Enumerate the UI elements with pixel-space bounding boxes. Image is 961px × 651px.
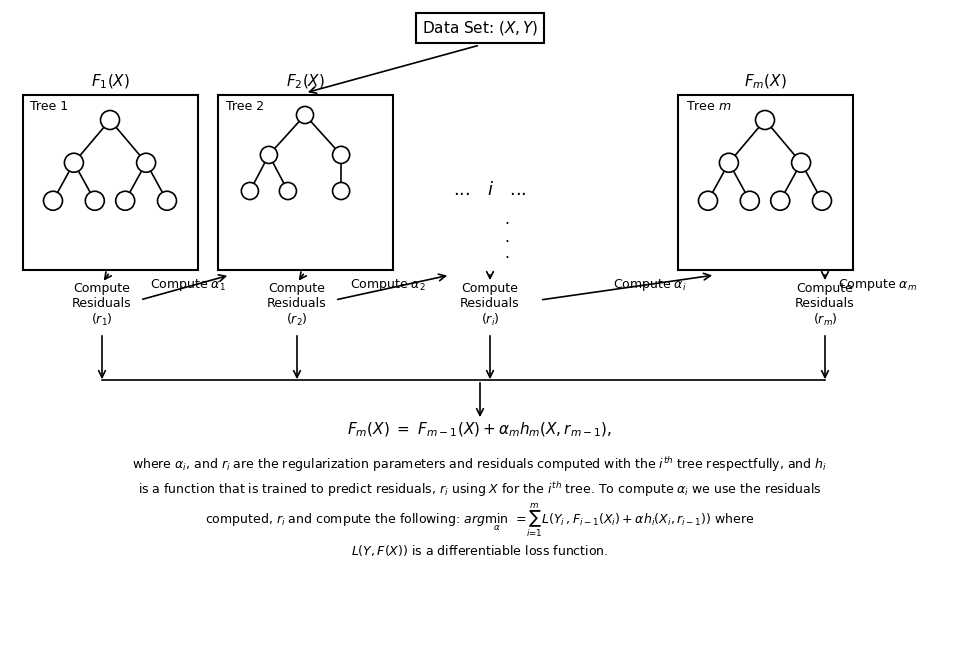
Text: Compute $\alpha_1$: Compute $\alpha_1$ [150, 277, 226, 293]
Text: Compute
Residuals
$(r_m)$: Compute Residuals $(r_m)$ [795, 282, 855, 328]
Circle shape [280, 182, 296, 200]
Circle shape [260, 146, 278, 163]
Text: .: . [505, 212, 509, 227]
Circle shape [101, 111, 119, 130]
Circle shape [241, 182, 259, 200]
Circle shape [792, 153, 810, 173]
Text: .: . [505, 247, 509, 262]
FancyBboxPatch shape [22, 95, 198, 270]
Text: $L(Y, F(X))$ is a differentiable loss function.: $L(Y, F(X))$ is a differentiable loss fu… [352, 542, 608, 557]
Text: Tree 1: Tree 1 [31, 100, 68, 113]
Circle shape [720, 153, 738, 173]
Text: Compute
Residuals
$(r_1)$: Compute Residuals $(r_1)$ [72, 282, 132, 328]
Circle shape [333, 146, 350, 163]
Circle shape [43, 191, 62, 210]
Circle shape [296, 107, 313, 124]
Circle shape [333, 182, 350, 200]
Circle shape [158, 191, 177, 210]
FancyBboxPatch shape [678, 95, 852, 270]
Text: Compute
Residuals
$(r_2)$: Compute Residuals $(r_2)$ [267, 282, 327, 328]
Text: Tree $m$: Tree $m$ [685, 100, 731, 113]
Text: Compute $\alpha_m$: Compute $\alpha_m$ [838, 277, 918, 293]
Circle shape [699, 191, 718, 210]
Circle shape [136, 153, 156, 173]
Text: is a function that is trained to predict residuals, $r_i$ using $X$ for the $i^{: is a function that is trained to predict… [138, 480, 822, 499]
Text: $F_m(X) \ = \ F_{m-1}(X) + \alpha_m h_m(X, r_{m-1}),$: $F_m(X) \ = \ F_{m-1}(X) + \alpha_m h_m(… [348, 421, 612, 439]
Circle shape [115, 191, 135, 210]
Text: Tree 2: Tree 2 [226, 100, 263, 113]
Text: ...   $i$   ...: ... $i$ ... [454, 181, 527, 199]
Text: Compute $\alpha_2$: Compute $\alpha_2$ [350, 277, 426, 293]
Text: Compute
Residuals
$(r_i)$: Compute Residuals $(r_i)$ [460, 282, 520, 328]
Circle shape [740, 191, 759, 210]
Circle shape [64, 153, 84, 173]
Text: .: . [505, 230, 509, 245]
Text: Compute $\alpha_i$: Compute $\alpha_i$ [613, 277, 687, 293]
Circle shape [755, 111, 775, 130]
Text: $F_m(X)$: $F_m(X)$ [744, 73, 786, 91]
FancyBboxPatch shape [217, 95, 392, 270]
Circle shape [812, 191, 831, 210]
Circle shape [86, 191, 105, 210]
Text: $F_2(X)$: $F_2(X)$ [285, 73, 325, 91]
Text: Data Set: $(X, Y)$: Data Set: $(X, Y)$ [422, 19, 538, 37]
Circle shape [771, 191, 790, 210]
Text: $F_1(X)$: $F_1(X)$ [90, 73, 130, 91]
Text: where $\alpha_i$, and $r_i$ are the regularization parameters and residuals comp: where $\alpha_i$, and $r_i$ are the regu… [133, 456, 827, 475]
Text: computed, $r_i$ and compute the following: $arg\min_{\alpha}$  $= \sum_{i=1}^{m}: computed, $r_i$ and compute the followin… [206, 501, 754, 539]
